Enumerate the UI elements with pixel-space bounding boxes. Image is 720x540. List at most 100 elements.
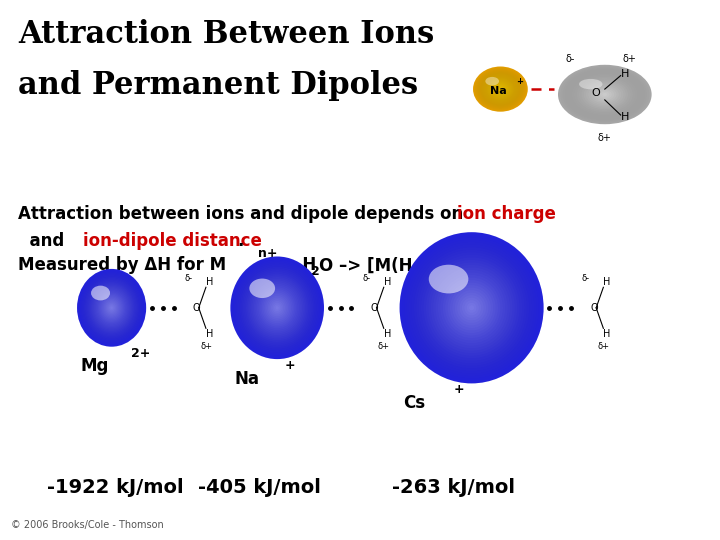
Ellipse shape <box>104 300 119 315</box>
Text: and Permanent Dipoles: and Permanent Dipoles <box>18 70 418 101</box>
Ellipse shape <box>586 83 624 106</box>
Text: x: x <box>455 265 463 278</box>
Ellipse shape <box>560 66 649 123</box>
Ellipse shape <box>452 288 491 328</box>
Ellipse shape <box>92 286 131 330</box>
Ellipse shape <box>498 87 503 91</box>
Ellipse shape <box>264 293 291 323</box>
Ellipse shape <box>109 305 114 310</box>
Ellipse shape <box>484 76 517 103</box>
Text: O –> [M(H: O –> [M(H <box>319 256 413 274</box>
Ellipse shape <box>436 270 508 346</box>
Ellipse shape <box>496 85 505 93</box>
Text: +: + <box>454 383 464 396</box>
Ellipse shape <box>416 250 527 366</box>
Ellipse shape <box>102 298 121 318</box>
Ellipse shape <box>268 298 287 318</box>
Text: +: + <box>284 359 295 372</box>
Ellipse shape <box>276 306 279 309</box>
Text: 2: 2 <box>311 265 320 278</box>
Text: H: H <box>621 69 629 79</box>
Ellipse shape <box>261 291 293 325</box>
Text: -405 kJ/mol: -405 kJ/mol <box>198 478 321 497</box>
Ellipse shape <box>85 278 138 338</box>
Ellipse shape <box>409 242 534 373</box>
Ellipse shape <box>485 77 516 102</box>
Ellipse shape <box>467 303 477 313</box>
Ellipse shape <box>423 258 520 358</box>
Ellipse shape <box>274 305 280 311</box>
Ellipse shape <box>588 84 621 105</box>
Text: δ+: δ+ <box>200 342 212 351</box>
Ellipse shape <box>405 237 539 379</box>
Ellipse shape <box>94 288 129 327</box>
Text: © 2006 Brooks/Cole - Thomson: © 2006 Brooks/Cole - Thomson <box>11 520 163 530</box>
Ellipse shape <box>419 252 524 363</box>
Ellipse shape <box>584 81 626 108</box>
Ellipse shape <box>479 71 522 107</box>
Ellipse shape <box>104 299 120 317</box>
Ellipse shape <box>483 75 518 104</box>
Text: δ+: δ+ <box>598 133 611 143</box>
Text: O: O <box>371 303 379 313</box>
Ellipse shape <box>455 290 488 326</box>
Ellipse shape <box>598 90 612 99</box>
Text: ion-dipole distance: ion-dipole distance <box>83 232 261 250</box>
Ellipse shape <box>563 68 647 122</box>
Text: δ-: δ- <box>184 274 192 282</box>
Text: -263 kJ/mol: -263 kJ/mol <box>392 478 516 497</box>
Ellipse shape <box>260 289 294 327</box>
Text: H: H <box>384 277 391 287</box>
Text: Measured by ΔH for M: Measured by ΔH for M <box>18 256 226 274</box>
Ellipse shape <box>565 69 644 120</box>
Ellipse shape <box>492 83 508 96</box>
Ellipse shape <box>258 287 296 328</box>
Ellipse shape <box>495 85 506 93</box>
Ellipse shape <box>477 70 523 108</box>
Text: -1922 kJ/mol: -1922 kJ/mol <box>47 478 184 497</box>
Ellipse shape <box>102 296 122 320</box>
Ellipse shape <box>245 272 310 344</box>
Ellipse shape <box>238 265 316 350</box>
Ellipse shape <box>251 279 304 337</box>
Ellipse shape <box>441 275 503 341</box>
Ellipse shape <box>243 270 312 346</box>
Ellipse shape <box>400 232 544 383</box>
Ellipse shape <box>96 289 127 326</box>
Ellipse shape <box>426 260 517 356</box>
Ellipse shape <box>230 256 324 359</box>
Ellipse shape <box>575 75 635 114</box>
Text: O: O <box>193 303 201 313</box>
Ellipse shape <box>475 69 526 110</box>
Ellipse shape <box>266 296 288 320</box>
Text: Na: Na <box>234 370 259 388</box>
Ellipse shape <box>257 286 297 330</box>
Text: δ+: δ+ <box>378 342 390 351</box>
Ellipse shape <box>106 301 117 314</box>
Ellipse shape <box>90 283 133 333</box>
Ellipse shape <box>233 260 321 356</box>
Text: Attraction Between Ions: Attraction Between Ions <box>18 19 434 50</box>
Ellipse shape <box>492 82 509 96</box>
Ellipse shape <box>459 295 484 320</box>
Ellipse shape <box>577 77 633 112</box>
Ellipse shape <box>89 282 135 334</box>
Ellipse shape <box>98 292 125 323</box>
Ellipse shape <box>99 294 125 322</box>
Ellipse shape <box>246 274 308 342</box>
Ellipse shape <box>272 302 282 313</box>
Ellipse shape <box>497 86 504 92</box>
Ellipse shape <box>421 255 522 361</box>
Ellipse shape <box>473 66 528 112</box>
Ellipse shape <box>240 267 315 349</box>
Ellipse shape <box>567 71 642 118</box>
Text: δ-: δ- <box>582 274 590 282</box>
Ellipse shape <box>96 291 127 325</box>
Ellipse shape <box>407 240 536 376</box>
Ellipse shape <box>414 247 529 368</box>
Text: Cs: Cs <box>403 394 426 412</box>
Ellipse shape <box>412 245 531 371</box>
Ellipse shape <box>429 265 469 293</box>
Text: δ-: δ- <box>565 55 575 64</box>
Ellipse shape <box>464 300 479 315</box>
